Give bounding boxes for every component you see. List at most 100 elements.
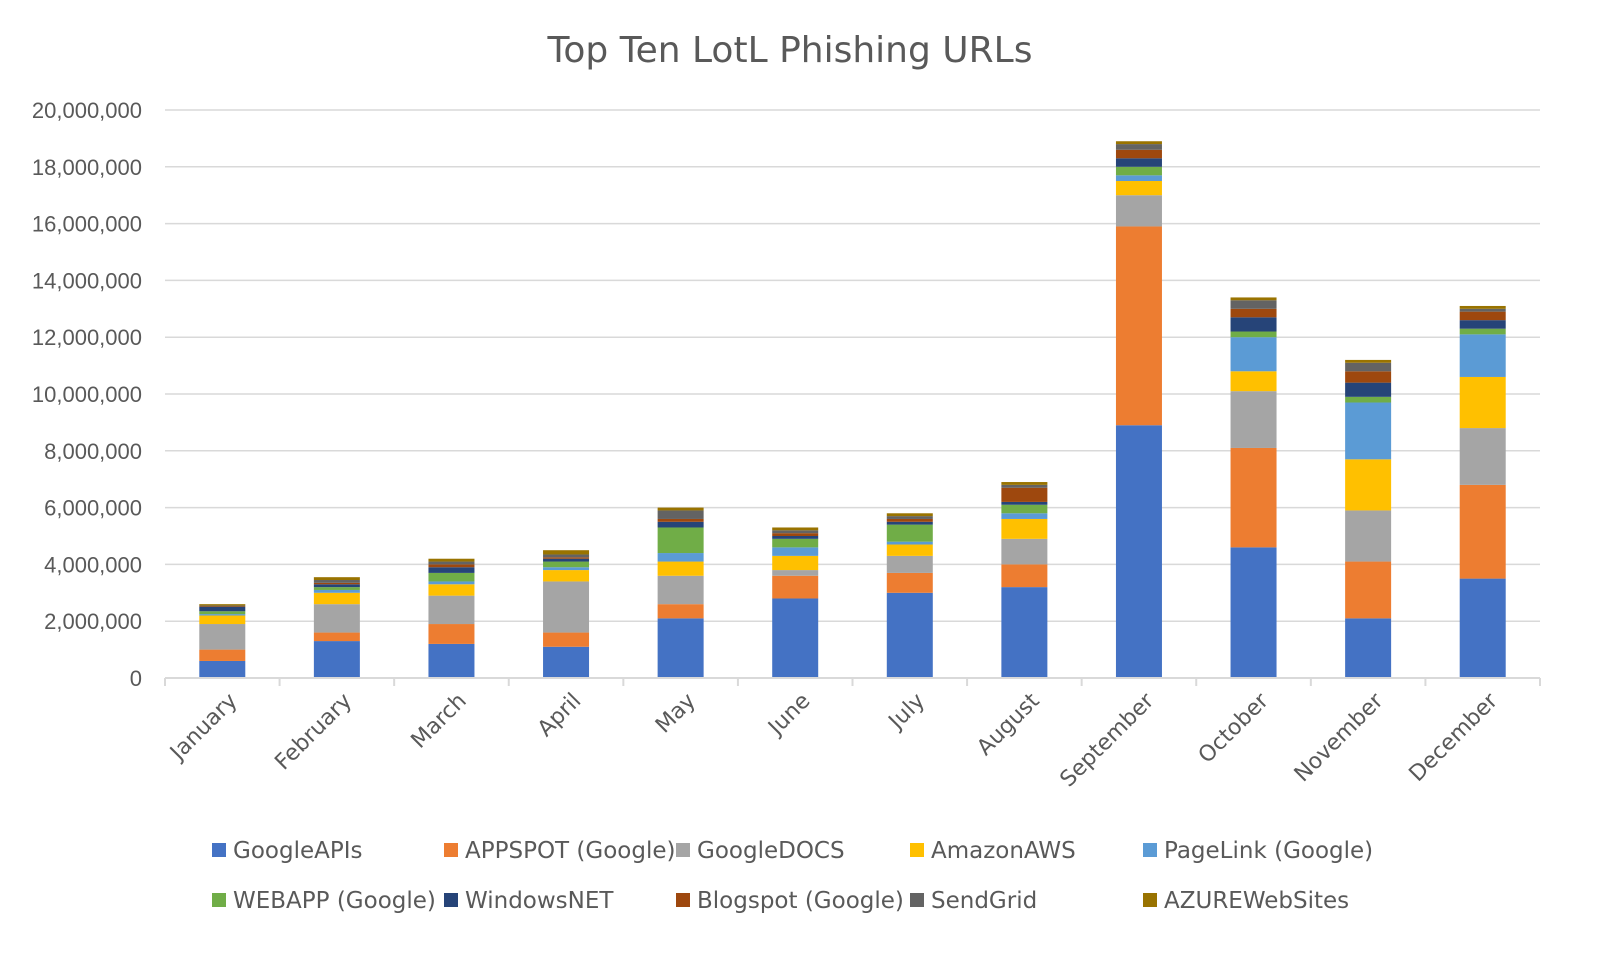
x-category-label: January — [164, 689, 242, 767]
bar-segment — [886, 572, 933, 593]
bar-segment — [1001, 484, 1048, 488]
legend-swatch — [1143, 843, 1157, 857]
x-category-label: August — [972, 688, 1044, 760]
x-category-label: September — [1056, 688, 1160, 792]
y-axis-tick-labels: 0 2,000,000 4,000,000 6,000,000 8,000,000 10,… — [32, 98, 142, 691]
bar-segment — [657, 561, 704, 576]
bar-stack-november — [1345, 359, 1392, 678]
bar-segment — [886, 592, 933, 678]
bar-segment — [543, 558, 590, 562]
legend-label: SendGrid — [931, 888, 1037, 914]
bar-stack-april — [543, 550, 590, 678]
bar-segment — [772, 575, 819, 599]
bar-stack-september — [1115, 141, 1162, 678]
legend-label: PageLink (Google) — [1164, 838, 1373, 864]
y-tick-label: 20,000,000 — [32, 98, 142, 123]
bar-segment — [428, 558, 475, 562]
bar-segment — [313, 577, 360, 581]
bar-segment — [313, 580, 360, 583]
bar-segment — [1230, 337, 1277, 372]
bar-segment — [886, 524, 933, 542]
y-tick-label: 6,000,000 — [44, 496, 142, 521]
bar-segment — [428, 581, 475, 585]
bar-segment — [1345, 359, 1392, 363]
bar-segment — [657, 575, 704, 605]
bar-segment — [313, 641, 360, 678]
legend-item: AmazonAWS — [910, 838, 1076, 864]
bar-segment — [543, 632, 590, 647]
x-category-label: April — [533, 689, 586, 742]
legend-item: AZUREWebSites — [1143, 888, 1349, 914]
bar-stack-october — [1230, 297, 1277, 678]
legend-swatch — [910, 843, 924, 857]
bar-segment — [1230, 447, 1277, 548]
legend-swatch — [1143, 893, 1157, 907]
legend-swatch — [444, 893, 458, 907]
bar-segment — [772, 533, 819, 536]
bar-segment — [1230, 371, 1277, 392]
bar-segment — [1001, 482, 1048, 485]
x-category-label: November — [1290, 688, 1389, 787]
bar-segment — [1230, 317, 1277, 332]
bar-segment — [657, 521, 704, 528]
bar-segment — [199, 615, 246, 625]
bar-segment — [1001, 538, 1048, 565]
bar-segment — [1345, 362, 1392, 372]
bar-stack-august — [1001, 482, 1048, 678]
legend-swatch — [676, 843, 690, 857]
bar-segment — [1001, 501, 1048, 505]
bar-segment — [313, 632, 360, 642]
bar-stack-december — [1459, 305, 1506, 678]
bar-segment — [313, 587, 360, 590]
chart-title: Top Ten LotL Phishing URLs — [547, 30, 1033, 71]
bar-segment — [543, 646, 590, 678]
bar-segment — [1230, 547, 1277, 678]
bar-segment — [1459, 320, 1506, 329]
bar-segment — [1001, 513, 1048, 519]
bar-segment — [1230, 331, 1277, 338]
legend-label: Blogspot (Google) — [697, 888, 904, 914]
legend-label: WEBAPP (Google) — [233, 888, 436, 914]
bar-segment — [199, 604, 246, 606]
bar-segment — [1001, 564, 1048, 588]
bar-segment — [199, 649, 246, 661]
bar-segment — [1459, 328, 1506, 335]
bar-segment — [543, 557, 590, 559]
bar-segment — [313, 604, 360, 633]
y-tick-label: 18,000,000 — [32, 155, 142, 180]
x-category-label: May — [651, 689, 701, 739]
bar-segment — [313, 582, 360, 585]
bar-segment — [199, 605, 246, 607]
bar-segment — [1230, 300, 1277, 309]
legend-swatch — [444, 843, 458, 857]
bar-segment — [886, 513, 933, 517]
bar-segment — [657, 527, 704, 554]
bar-stack-january — [199, 604, 246, 678]
bar-segment — [199, 611, 246, 615]
x-category-label: February — [270, 689, 357, 776]
bar-segment — [886, 555, 933, 573]
bar-segment — [428, 624, 475, 644]
legend-swatch — [676, 893, 690, 907]
bar-segment — [543, 567, 590, 571]
legend-swatch — [910, 893, 924, 907]
bar-segment — [428, 564, 475, 568]
bar-segment — [1001, 587, 1048, 678]
bar-segment — [428, 595, 475, 625]
bar-segment — [657, 510, 704, 519]
legend-label: WindowsNET — [465, 888, 614, 914]
x-axis — [164, 677, 1541, 686]
bar-segment — [1345, 459, 1392, 511]
bar-segment — [428, 643, 475, 678]
bar-segment — [1230, 391, 1277, 448]
bar-segment — [1115, 226, 1162, 426]
bar-segment — [543, 570, 590, 582]
bar-segment — [543, 550, 590, 555]
bar-segment — [1345, 402, 1392, 460]
legend-item: WindowsNET — [444, 888, 614, 914]
bar-segment — [1115, 141, 1162, 145]
bar-segment — [772, 570, 819, 576]
bar-segment — [428, 561, 475, 565]
